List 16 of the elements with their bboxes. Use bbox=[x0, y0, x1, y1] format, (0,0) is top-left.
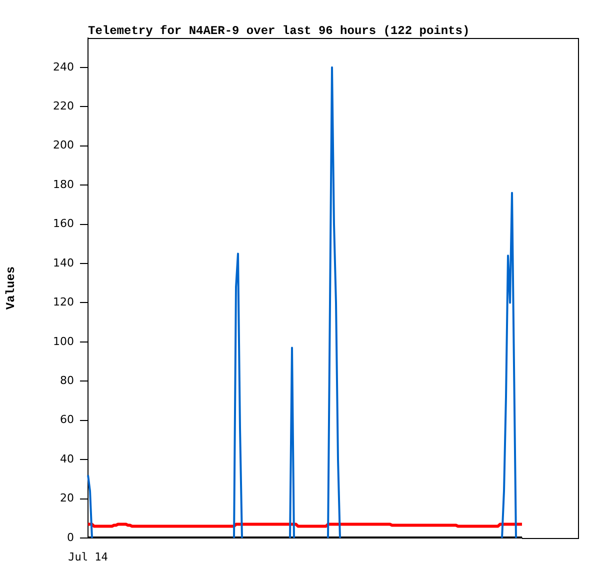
y-tick-label: 240 bbox=[53, 60, 74, 74]
y-tick-label: 40 bbox=[60, 452, 74, 466]
y-tick-label: 80 bbox=[60, 374, 74, 387]
y-tick-label: 0 bbox=[67, 530, 74, 544]
y-tick-label: 120 bbox=[53, 296, 74, 309]
y-tick-label: 20 bbox=[60, 492, 74, 505]
y-tick-label: 200 bbox=[53, 138, 74, 152]
y-tick-label: 180 bbox=[53, 178, 74, 191]
y-tick-label: 140 bbox=[53, 256, 74, 270]
text: Jul 14 bbox=[68, 550, 108, 564]
y-tick-label: 220 bbox=[53, 99, 74, 112]
y-tick-label: 160 bbox=[53, 217, 74, 230]
y-tick-label: 100 bbox=[53, 334, 74, 348]
y-axis-title: Values bbox=[4, 266, 18, 310]
y-tick-label: 60 bbox=[60, 413, 74, 426]
chart-title: Telemetry for N4AER-9 over last 96 hours (122 points) bbox=[88, 24, 470, 38]
